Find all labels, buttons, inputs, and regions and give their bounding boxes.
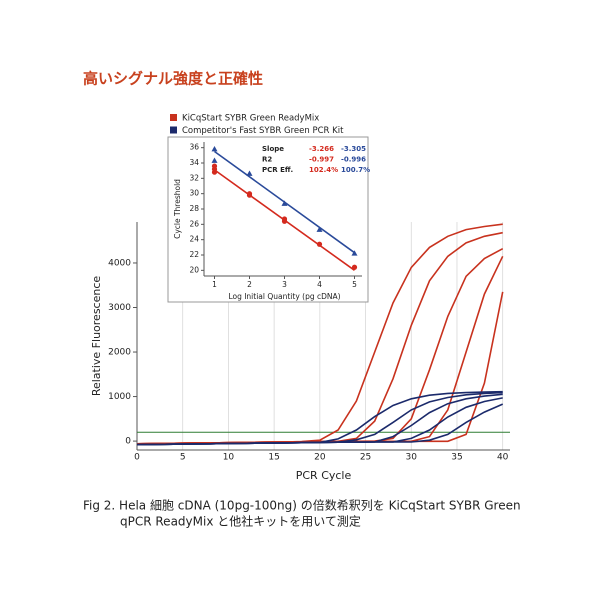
caption-line: qPCR ReadyMix と他社キットを用いて測定 [120,514,361,529]
inset-x-tick-label: 2 [247,280,252,289]
stats-cell: Slope [262,145,284,153]
inset-x-tick-label: 5 [352,280,357,289]
data-point [211,146,218,152]
x-tick-label: 20 [314,453,326,463]
x-tick-label: 40 [497,453,509,463]
x-tick-label: 0 [134,453,140,463]
inset-y-tick-label: 26 [189,219,199,228]
stats-cell: -3.266 [309,145,334,153]
y-tick-label: 4000 [108,258,131,268]
inset-y-tick-label: 28 [189,204,199,213]
caption-line: Fig 2. Hela 細胞 cDNA (10pg-100ng) の倍数希釈列を… [83,498,521,513]
stats-cell: PCR Eff. [262,166,293,174]
inset-x-tick-label: 1 [212,280,217,289]
amplification-curve [136,403,504,446]
legend-swatch [170,114,177,121]
data-point [351,264,358,270]
data-point [211,163,218,169]
x-tick-label: 10 [223,453,235,463]
amplification-curve [136,291,504,445]
y-tick-label: 0 [125,437,131,447]
stats-cell: -3.305 [341,145,366,153]
data-point [316,226,323,232]
inset-y-tick-label: 32 [189,173,199,182]
y-tick-label: 3000 [108,303,131,313]
data-point [281,200,288,206]
stats-cell: 100.7% [341,166,370,174]
x-tick-label: 15 [268,453,279,463]
inset-y-tick-label: 30 [189,189,199,198]
stats-cell: -0.997 [309,156,334,164]
legend-swatch [170,126,177,134]
data-point [246,191,253,197]
data-point [281,216,288,222]
y-axis-title: Relative Fluorescence [90,276,103,397]
heading: 高いシグナル強度と正確性 [83,70,263,88]
x-axis-title: PCR Cycle [296,469,352,482]
legend-label: Competitor's Fast SYBR Green PCR Kit [182,126,344,136]
data-point [211,157,218,163]
inset-y-tick-label: 24 [189,235,199,244]
x-tick-label: 25 [360,453,371,463]
inset-y-tick-label: 36 [189,143,199,152]
x-tick-label: 35 [451,453,462,463]
inset-y-tick-label: 20 [189,265,199,274]
x-tick-label: 5 [180,453,186,463]
x-tick-label: 30 [406,453,418,463]
data-point [351,250,358,256]
inset-y-tick-label: 34 [189,158,199,167]
inset-x-tick-label: 4 [317,280,322,289]
inset-y-tick-label: 22 [189,250,199,259]
inset-y-title: Cycle Threshold [173,179,182,239]
inset-x-title: Log Initial Quantity (pg cDNA) [228,292,340,301]
y-tick-label: 2000 [108,348,131,358]
inset-x-tick-label: 3 [282,280,287,289]
stats-cell: -0.996 [341,156,366,164]
legend-label: KiCqStart SYBR Green ReadyMix [182,114,319,124]
data-point [316,241,323,247]
stats-cell: R2 [262,156,272,164]
stats-cell: 102.4% [309,166,338,174]
inset-panel [167,136,369,303]
y-tick-label: 1000 [108,392,131,402]
data-point [246,170,253,176]
